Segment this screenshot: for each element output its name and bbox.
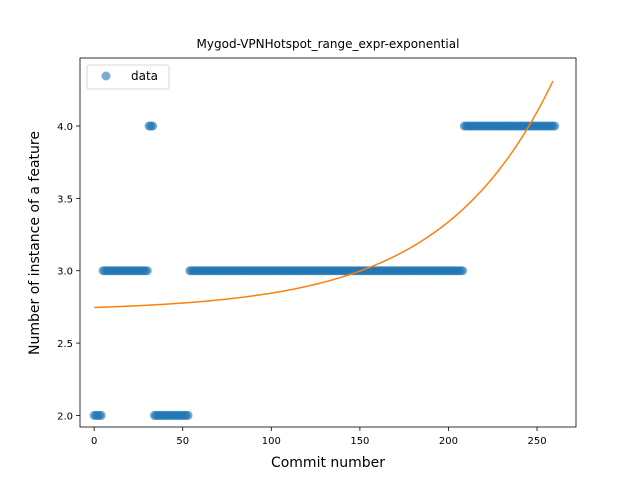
- x-tick-label: 50: [176, 436, 189, 447]
- data-point: [96, 410, 106, 420]
- fit-line: [94, 80, 554, 309]
- y-tick-label: 3.0: [57, 267, 73, 278]
- legend: data: [86, 64, 170, 90]
- y-tick-label: 4.0: [57, 122, 73, 133]
- x-tick-label: 250: [527, 436, 546, 447]
- data-point: [148, 121, 158, 131]
- y-axis-label: Number of instance of a feature: [27, 131, 43, 355]
- y-tick-label: 2.0: [57, 411, 73, 422]
- legend-marker-data: [101, 71, 111, 81]
- chart-title: Mygod-VPNHotspot_range_expr-exponential: [197, 37, 460, 51]
- x-tick-label: 100: [262, 436, 281, 447]
- x-tick-label: 200: [439, 436, 458, 447]
- data-point: [550, 121, 560, 131]
- data-point: [142, 266, 152, 276]
- x-axis: 0 50 100 150 200 250: [91, 427, 547, 447]
- x-tick-label: 0: [91, 436, 97, 447]
- axes-frame: [79, 57, 577, 428]
- data-point: [458, 266, 468, 276]
- y-axis: 2.0 2.5 3.0 3.5 4.0: [57, 122, 80, 422]
- data-point: [183, 410, 193, 420]
- plot-area: [89, 80, 560, 420]
- x-axis-label: Commit number: [271, 455, 385, 471]
- y-tick-label: 2.5: [57, 339, 73, 350]
- legend-label-data: data: [131, 69, 158, 83]
- x-tick-label: 150: [350, 436, 369, 447]
- legend-box: [86, 64, 170, 90]
- y-tick-label: 3.5: [57, 194, 73, 205]
